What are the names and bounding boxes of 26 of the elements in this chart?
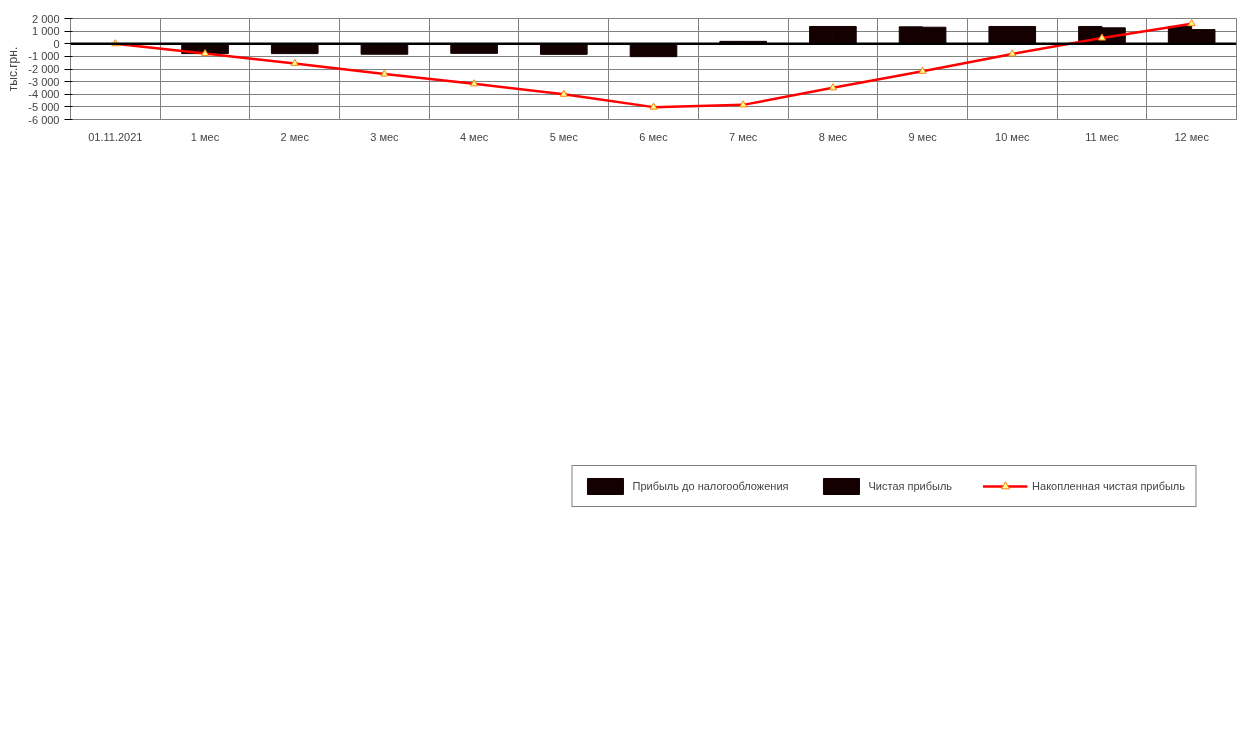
- y-tick-label: -4 000: [28, 88, 60, 101]
- y-tick-label: -6 000: [28, 113, 60, 126]
- y-tick-label: 2 000: [31, 12, 60, 25]
- x-tick-label: 1 мес: [190, 130, 220, 143]
- x-tick-label: 8 мес: [818, 130, 848, 143]
- x-tick-label: 2 мес: [280, 130, 310, 143]
- x-tick-label: 12 мес: [1174, 130, 1210, 143]
- y-tick-label: -3 000: [28, 75, 60, 88]
- legend-label: Прибыль до налогообложения: [632, 480, 789, 492]
- x-tick-label: 4 мес: [459, 130, 489, 143]
- y-tick-label: -2 000: [28, 63, 60, 75]
- x-tick-label: 11 мес: [1085, 130, 1120, 143]
- x-tick-label: 3 мес: [370, 130, 400, 143]
- x-tick-label: 6 мес: [639, 130, 669, 143]
- x-tick-label: 7 мес: [729, 130, 758, 143]
- x-tick-label: 10 мес: [995, 130, 1031, 143]
- y-axis-title: тыс.грн.: [6, 46, 21, 92]
- y-tick-label: -5 000: [28, 100, 60, 113]
- x-tick-label: 9 мес: [908, 130, 938, 143]
- y-tick-label: 1 000: [31, 25, 60, 38]
- legend-label: Накопленная чистая прибыль: [1032, 480, 1185, 492]
- x-tick-label: 01.11.2021: [88, 130, 143, 143]
- y-tick-label: -1 000: [28, 50, 60, 63]
- x-tick-label: 5 мес: [549, 130, 579, 143]
- legend-label: Чистая прибыль: [868, 480, 953, 492]
- y-tick-label: 0: [53, 37, 60, 50]
